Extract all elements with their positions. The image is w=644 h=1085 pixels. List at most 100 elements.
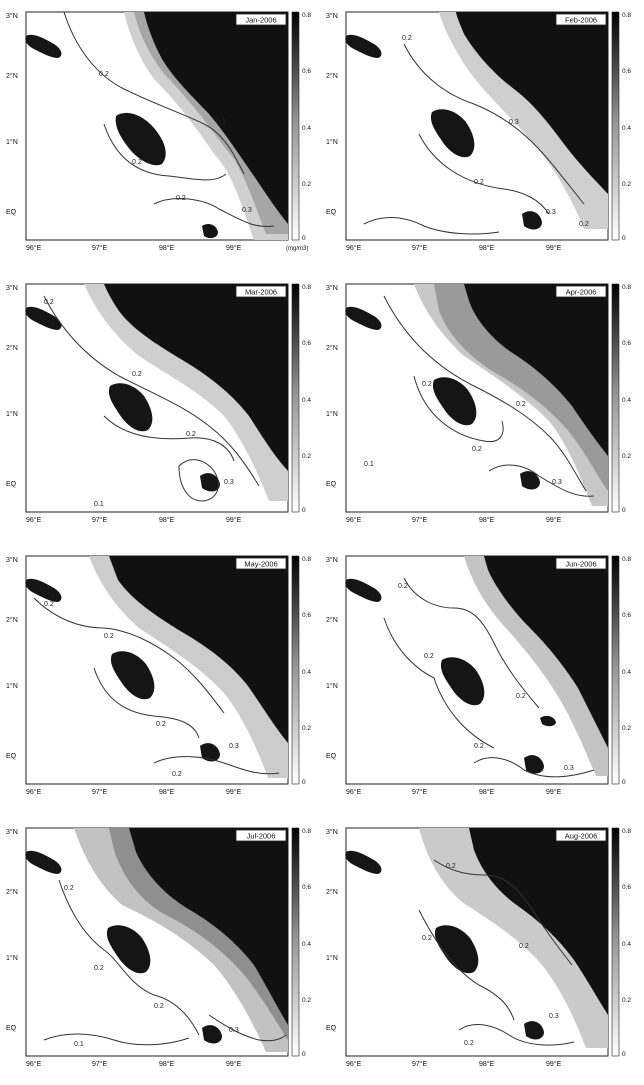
contour-line [178,459,219,502]
lat-label: 3°N [6,284,18,292]
lon-label: 96°E [26,788,42,796]
contour-line [43,295,260,487]
map-panel-jun-svg: 0.2 0.2 0.2 0.3 0.2 Jun-2006 3°N 2°N 1°N… [326,555,631,796]
contour-line [418,909,515,1021]
map-panel-aug-svg: 0.2 0.2 0.2 0.3 0.2 Aug-2006 3°N 2°N 1°N… [326,827,631,1068]
siberut-island [522,211,542,230]
colorbar-tick: 0 [622,507,626,514]
contour-line [383,295,587,492]
nias-island [430,109,475,158]
panel-title-box [555,13,607,26]
contour-label: 0.2 [94,965,104,972]
contour-label: 0.3 [229,1027,239,1034]
panel-title: May-2006 [244,560,277,569]
contour-line [363,216,500,235]
panel-title: Jul-2006 [247,832,276,841]
colorbar-tick: 0.4 [302,669,311,676]
contour-label: 0.3 [549,1013,559,1020]
panel-title: Feb-2006 [565,16,597,25]
lon-label: 97°E [412,1060,428,1068]
colorbar-tick: 0.2 [622,725,631,732]
lon-label: 96°E [346,244,362,252]
siberut-island [202,1025,222,1044]
lat-label: EQ [6,1025,17,1032]
contour-label: 0.2 [402,35,412,42]
contour-line [103,123,227,181]
lat-label: 1°N [6,138,18,146]
sumatra-land [129,828,288,1025]
lon-label: 97°E [92,244,108,252]
lon-label: 98°E [159,788,175,796]
panel-title-box [555,285,607,298]
panel-title-box [235,285,287,298]
lat-label: 1°N [326,410,338,418]
lon-label: 99°E [226,788,242,796]
colorbar [611,283,620,513]
contour-label: 0.2 [132,371,142,378]
lat-label: 2°N [326,344,338,352]
contour-label: 0.2 [186,431,196,438]
map-panel-jan-svg: 0.2 0.2 0.2 0.3 0.3 Jan-2006 3°N 2°N 1°N… [6,11,311,252]
contour-line [433,859,573,966]
colorbar-tick: 0.6 [622,340,631,347]
sumatra-land [484,556,608,748]
lat-label: EQ [326,209,337,216]
contour-label: 0.3 [552,479,562,486]
lat-label: 2°N [326,888,338,896]
contour-label: 0.2 [104,633,114,640]
panel-title: Jun-2006 [565,560,596,569]
map-panel-feb-svg: 0.2 0.2 0.3 0.3 0.2 Feb-2006 3°N 2°N 1°N… [326,11,631,252]
lon-label: 97°E [412,244,428,252]
sumatra-land [469,828,608,1015]
colorbar-tick: 0.4 [302,397,311,404]
mentawai-island [540,715,556,727]
lon-label: 99°E [226,1060,242,1068]
lon-label: 97°E [412,788,428,796]
simeulue-island [345,34,382,58]
lon-label: 97°E [412,516,428,524]
contour-line [153,756,280,775]
colorbar-tick: 0.4 [302,125,311,132]
colorbar-tick: 0 [622,779,626,786]
colorbar-tick: 0.4 [622,397,631,404]
colorbar [291,11,300,241]
panel-title: Mar-2006 [245,288,277,297]
colorbar-tick: 0 [622,1051,626,1058]
lon-label: 97°E [92,1060,108,1068]
colorbar-tick: 0.4 [622,941,631,948]
lon-label: 99°E [546,1060,562,1068]
lon-label: 99°E [546,244,562,252]
lon-label: 96°E [346,516,362,524]
simeulue-island [345,306,382,330]
panel-title-box [555,557,607,570]
contour-line [58,879,200,1036]
contour-label: 0.1 [364,461,374,468]
contour-label: 0.2 [154,1003,164,1010]
colorbar-tick: 0.4 [302,941,311,948]
lat-label: 3°N [6,12,18,20]
nias-island [106,925,151,974]
lat-label: 1°N [6,682,18,690]
colorbar-tick: 0.6 [622,884,631,891]
nias-island [115,112,166,166]
contour-line [93,667,200,739]
contour-label: 0.2 [519,943,529,950]
contour-label: 0.3 [224,479,234,486]
contour-label: 0.2 [44,299,54,306]
contour-label: 0.2 [474,179,484,186]
contour-line [403,43,585,205]
lat-label: 1°N [326,138,338,146]
contour-line [413,375,504,443]
lat-label: 1°N [326,682,338,690]
lat-label: EQ [326,753,337,760]
sumatra-land [456,12,608,194]
panel-title: Aug-2006 [565,832,598,841]
colorbar-unit: (mg/m3) [286,246,308,252]
contour-label: 0.2 [516,693,526,700]
colorbar [291,555,300,785]
map-panel-may: 0.2 0.2 0.2 0.3 0.2 May-2006 3°N 2°N 1°N… [4,548,320,810]
colorbar-tick: 0.6 [622,612,631,619]
contour-line [488,464,595,497]
siberut-island [200,473,220,492]
contour-label: 0.2 [464,1040,474,1047]
